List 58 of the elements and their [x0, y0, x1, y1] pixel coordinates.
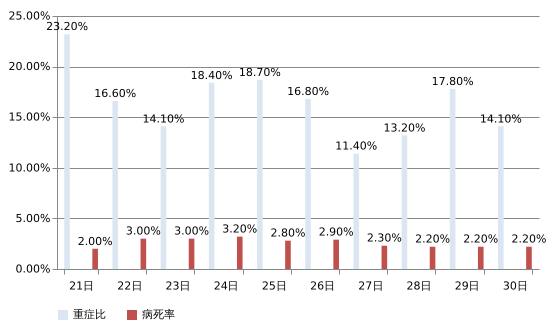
data-label: 14.10%: [480, 112, 522, 126]
bar: [257, 80, 263, 269]
bar: [526, 246, 532, 269]
y-tick-label: 0.00%: [16, 262, 50, 276]
data-label: 13.20%: [383, 121, 426, 134]
bar: [305, 98, 311, 269]
data-label: 2.30%: [366, 232, 402, 245]
data-label: 3.20%: [222, 222, 258, 236]
bar: [382, 246, 388, 269]
bar: [450, 88, 456, 269]
data-label: 18.70%: [238, 66, 281, 79]
x-tick-label: 24日: [214, 280, 239, 292]
legend-label: 病死率: [142, 308, 175, 321]
data-label: 2.80%: [270, 226, 306, 240]
legend-label: 重症比: [73, 308, 106, 321]
bar: [402, 135, 408, 269]
x-tick-label: 30日: [502, 280, 528, 292]
data-label: 2.20%: [511, 232, 546, 246]
data-label: 2.20%: [463, 232, 498, 246]
bar: [112, 101, 118, 269]
bar: [64, 34, 70, 269]
data-label: 2.90%: [318, 226, 354, 239]
x-tick-label: 25日: [262, 280, 287, 292]
x-tick-label: 27日: [358, 280, 384, 292]
data-label: 11.40%: [335, 140, 378, 153]
bar: [498, 126, 504, 269]
data-label: 14.10%: [142, 112, 184, 126]
bar: [188, 238, 194, 269]
bar: [160, 126, 166, 269]
data-label: 16.60%: [94, 87, 136, 100]
bar: [140, 238, 146, 269]
bar: [236, 236, 243, 269]
data-label: 18.40%: [190, 68, 233, 82]
data-label: 3.00%: [174, 224, 210, 238]
bar: [92, 248, 98, 269]
x-tick-label: 23日: [166, 280, 190, 292]
y-tick-label: 10.00%: [8, 161, 50, 174]
bar: [333, 240, 339, 269]
data-label: 17.80%: [432, 74, 474, 88]
data-label: 23.20%: [46, 20, 88, 34]
data-label: 16.80%: [287, 84, 330, 98]
data-label: 2.00%: [78, 234, 113, 248]
x-tick-label: 28日: [406, 280, 432, 292]
x-tick-label: 29日: [454, 280, 480, 292]
bar: [353, 154, 360, 269]
bar: [285, 240, 291, 269]
y-tick-label: 15.00%: [8, 110, 50, 124]
x-tick-label: 22日: [117, 280, 142, 292]
x-tick-label: 21日: [69, 280, 94, 292]
y-tick-label: 25.00%: [8, 10, 50, 22]
x-tick-label: 26日: [310, 280, 336, 292]
bar: [478, 246, 484, 269]
y-tick-label: 20.00%: [8, 60, 50, 74]
data-label: 2.20%: [415, 232, 450, 246]
y-tick-label: 5.00%: [16, 212, 50, 225]
bar: [430, 246, 436, 269]
data-label: 3.00%: [126, 224, 161, 238]
bar: [208, 82, 214, 269]
